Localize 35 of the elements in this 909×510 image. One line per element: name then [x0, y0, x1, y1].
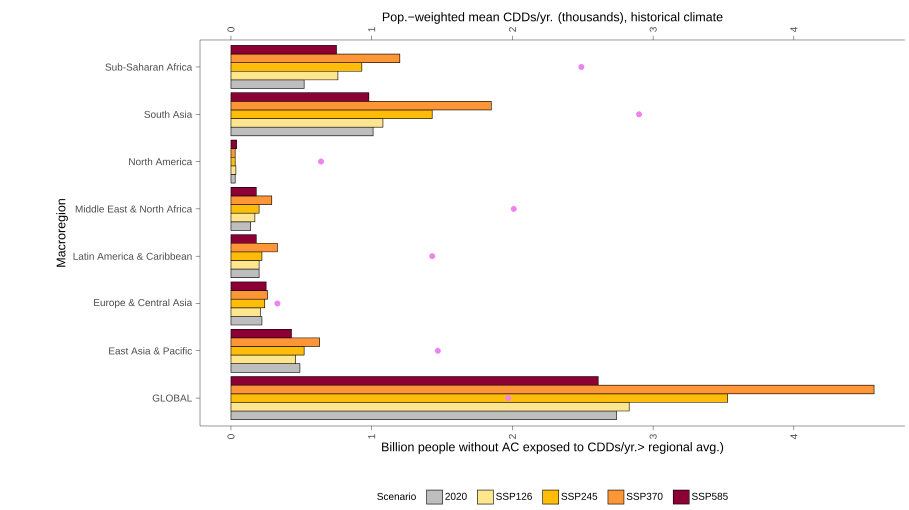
legend-label: SSP245: [561, 492, 598, 500]
y-tick-label: Europe & Central Asia: [94, 298, 192, 308]
x-tick-label: 0: [227, 27, 235, 32]
point: [505, 395, 512, 402]
legend-title: Scenario: [377, 492, 416, 500]
point: [274, 300, 280, 306]
x2-axis-title: Pop.−weighted mean CDDs/yr. (thousands), historical climate: [382, 12, 723, 24]
y-tick-label: Sub-Saharan Africa: [105, 63, 192, 71]
x-tick-label: 2: [508, 27, 516, 32]
point: [510, 206, 517, 212]
x2-tick-label: 4: [790, 434, 798, 440]
y-tick-label: North America: [129, 158, 192, 166]
x2-tick-label: 2: [508, 434, 516, 439]
legend-label: SSP585: [692, 492, 728, 500]
x2-tick-label: 0: [227, 434, 235, 439]
x-tick-label: 4: [790, 26, 798, 32]
x-tick-label: 3: [650, 27, 657, 32]
y-axis-title: Macroregion: [56, 199, 68, 267]
x2-tick-label: 1: [368, 434, 376, 439]
point: [434, 348, 441, 354]
point: [318, 158, 324, 165]
y-tick-label: Middle East & North Africa: [76, 205, 192, 213]
x-axis-title: Billion people without AC exposed to CDDs/yr.> regional avg.): [382, 442, 724, 454]
y-tick-label: South Asia: [144, 110, 192, 118]
point: [636, 111, 642, 118]
point: [578, 64, 584, 70]
y-tick-label: East Asia & Pacific: [109, 347, 192, 354]
legend-label: 2020: [445, 492, 467, 500]
y-tick-label: GLOBAL: [152, 394, 192, 402]
x2-tick-label: 3: [650, 434, 657, 439]
x-tick-label: 1: [368, 27, 376, 32]
legend-label: SSP370: [626, 492, 663, 500]
point: [429, 253, 436, 260]
y-tick-label: Latin America & Caribbean: [74, 252, 192, 260]
legend-label: SSP126: [496, 492, 532, 500]
